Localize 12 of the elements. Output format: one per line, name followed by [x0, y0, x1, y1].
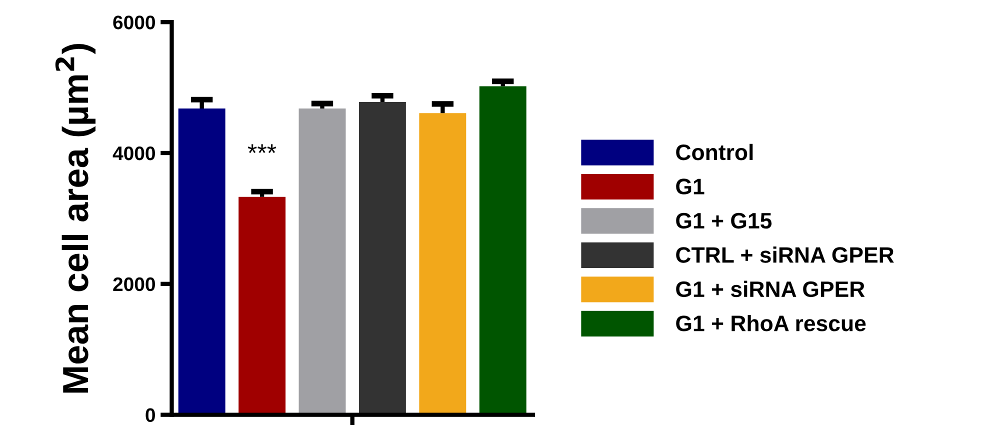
legend-label: CTRL + siRNA GPER: [676, 246, 894, 263]
y-tick-label: 6000: [113, 16, 155, 30]
legend-label: G1 + RhoA rescue: [676, 314, 866, 332]
y-tick-label: 4000: [112, 146, 155, 160]
legend-label: Control: [676, 144, 753, 160]
legend-label: G1 + siRNA GPER: [676, 280, 865, 298]
legend-label: G1 + G15: [676, 212, 772, 229]
legend-label: G1: [676, 178, 704, 194]
y-axis-title: Mean cell area (µm$^{2}$): [55, 44, 96, 393]
y-tick-label: 0: [146, 408, 155, 422]
annotation: ***: [248, 144, 276, 154]
y-tick-label: 2000: [113, 277, 155, 292]
